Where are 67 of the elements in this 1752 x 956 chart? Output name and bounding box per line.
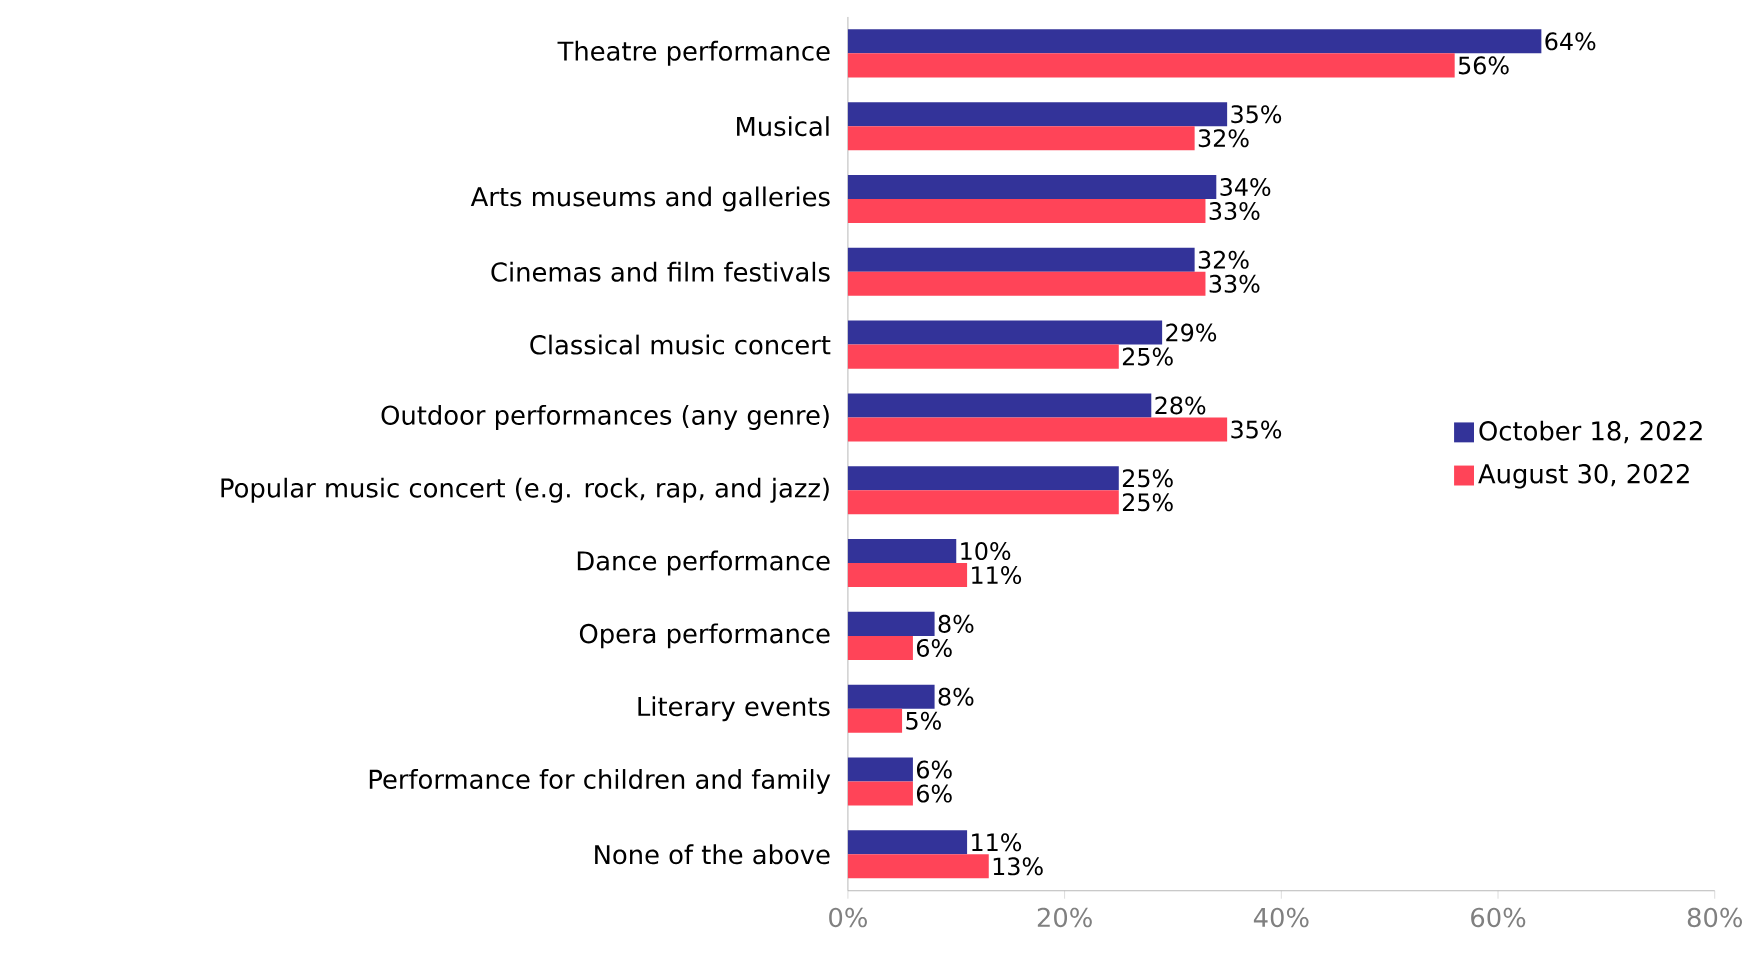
bar	[847, 612, 935, 637]
data-label: 29%	[1166, 323, 1217, 342]
data-label: 25%	[1122, 347, 1173, 366]
data-label: 11%	[972, 566, 1022, 585]
y-tick-label: Cinemas and film festivals	[491, 262, 830, 283]
legend-label: October 18, 2022	[1479, 420, 1702, 444]
y-tick-label: Arts museums and galleries	[470, 186, 830, 212]
y-tick-label: Theatre performance	[557, 41, 830, 67]
data-label: 34%	[1220, 178, 1271, 197]
bar	[847, 466, 1119, 491]
data-label: 6%	[916, 760, 952, 779]
data-label: 10%	[961, 542, 1011, 561]
y-tick-label: Outdoor performances (any genre)	[381, 405, 829, 431]
data-label: 5%	[906, 711, 941, 730]
y-tick-label: Opera performance	[579, 623, 830, 649]
bar	[847, 490, 1119, 515]
bar	[847, 393, 1152, 418]
bar	[847, 417, 1228, 442]
bar	[847, 708, 903, 733]
y-tick-label: Performance for children and family	[369, 769, 831, 795]
bar	[847, 344, 1119, 369]
data-label: 6%	[916, 784, 952, 803]
bar	[847, 53, 1455, 78]
bar	[847, 854, 989, 879]
data-label: 25%	[1122, 469, 1173, 488]
legend-label: August 30, 2022	[1478, 464, 1689, 489]
bar	[847, 126, 1195, 151]
y-tick-label: Literary events	[638, 696, 830, 722]
data-label: 32%	[1198, 129, 1249, 148]
bar	[847, 248, 1195, 273]
data-label: 25%	[1122, 493, 1173, 512]
bar	[847, 272, 1206, 297]
y-tick-label: Classical music concert	[530, 334, 831, 355]
bar	[847, 175, 1217, 200]
data-label: 11%	[972, 833, 1022, 852]
data-label: 8%	[938, 687, 974, 706]
data-label: 33%	[1209, 275, 1260, 294]
data-label: 6%	[916, 639, 952, 658]
bar	[847, 781, 913, 806]
bar	[847, 320, 1163, 345]
bar	[847, 684, 935, 709]
x-tick-label: 0%	[829, 907, 867, 928]
data-label: 64%	[1545, 32, 1596, 51]
x-tick-label: 80%	[1687, 907, 1742, 928]
y-tick-label: Dance performance	[577, 550, 830, 576]
x-tick-label: 20%	[1037, 907, 1092, 928]
data-label: 8%	[938, 615, 974, 634]
bar	[847, 29, 1542, 54]
y-tick-label: Musical	[737, 116, 829, 137]
y-tick-label: Popular music concert (e.g. rock, rap, and jazz)	[221, 478, 829, 503]
data-label: 13%	[993, 857, 1043, 876]
y-tick-label: None of the above	[595, 844, 830, 865]
bar	[847, 539, 957, 564]
data-label: 28%	[1155, 396, 1206, 415]
data-label: 33%	[1209, 202, 1260, 221]
bar	[847, 636, 913, 661]
bar	[847, 830, 968, 855]
bar	[847, 199, 1206, 224]
x-tick-label: 40%	[1253, 907, 1309, 928]
bar	[847, 757, 913, 782]
x-tick-label: 60%	[1471, 907, 1526, 928]
bar	[847, 563, 968, 588]
data-label: 32%	[1198, 251, 1249, 270]
data-label: 35%	[1231, 420, 1282, 439]
data-label: 35%	[1231, 105, 1282, 124]
data-label: 56%	[1458, 56, 1509, 75]
bar	[847, 102, 1228, 127]
